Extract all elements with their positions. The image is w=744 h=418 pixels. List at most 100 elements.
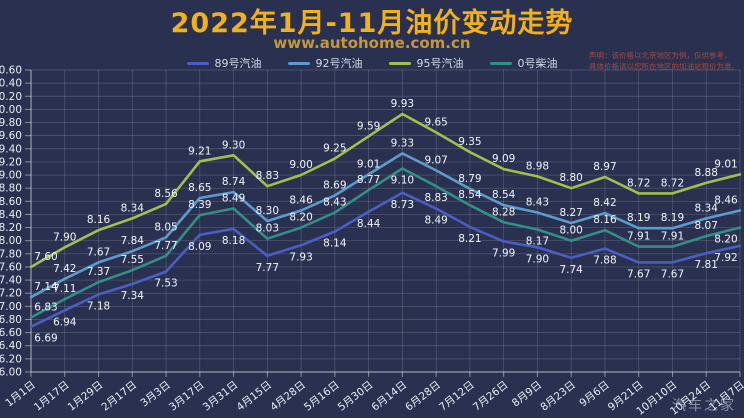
series-line-1 [29,152,742,299]
point-label: 8.74 [222,176,246,188]
point-label: 8.27 [559,207,582,219]
svg-text:6.60: 6.60 [0,327,22,339]
point-label: 8.72 [627,177,650,189]
point-label: 8.56 [154,188,178,200]
point-label: 8.77 [357,174,380,186]
svg-text:7.00: 7.00 [0,301,22,313]
point-label: 9.33 [391,137,414,149]
svg-text:3月31日: 3月31日 [201,379,241,414]
point-label: 7.53 [154,278,177,290]
point-label: 7.74 [559,264,583,276]
svg-text:5月30日: 5月30日 [336,379,376,414]
point-label: 9.10 [391,174,414,186]
point-label: 7.81 [695,259,718,271]
svg-text:5月16日: 5月16日 [302,379,342,414]
svg-text:3月17日: 3月17日 [167,379,207,414]
point-label: 8.43 [526,196,549,208]
point-label: 8.03 [256,223,279,235]
point-label: 8.80 [559,172,582,184]
disclaimer-line-2: 具体价格请以您所在地区的加油站报价为准。 [589,61,739,71]
svg-text:8.40: 8.40 [0,209,22,221]
point-label: 8.00 [559,225,582,237]
point-label: 8.72 [661,177,684,189]
point-label: 8.83 [256,170,279,182]
svg-text:9.20: 9.20 [0,156,22,168]
legend-label: 0号柴油 [517,57,558,70]
svg-text:10.00: 10.00 [0,104,22,116]
disclaimer-line-1: 声明：该价格以北京地区为例，仅供参考， [589,51,732,60]
point-label: 8.43 [323,196,346,208]
svg-text:1月17日: 1月17日 [32,379,72,414]
svg-text:4月28日: 4月28日 [268,379,308,414]
point-label: 8.14 [323,238,347,250]
point-label: 7.92 [714,252,737,264]
point-label: 8.17 [526,236,549,248]
point-label: 8.34 [121,202,145,214]
svg-text:8.80: 8.80 [0,183,22,195]
price-disclaimer: 声明：该价格以北京地区为例，仅供参考， 具体价格请以您所在地区的加油站报价为准。 [589,51,741,73]
legend-label: 89号汽油 [214,57,262,70]
svg-text:9.00: 9.00 [0,170,22,182]
point-label: 7.84 [121,235,145,247]
svg-text:9.60: 9.60 [0,130,22,142]
svg-text:7.60: 7.60 [0,261,22,273]
point-label: 7.67 [627,268,650,280]
point-label: 7.77 [154,240,177,252]
svg-text:6.20: 6.20 [0,353,22,365]
point-label: 7.37 [87,266,110,278]
point-label: 8.69 [323,179,346,191]
point-label: 7.88 [593,255,616,267]
point-label: 8.54 [458,189,482,201]
point-label: 7.91 [661,231,684,243]
point-label: 7.77 [256,262,279,274]
svg-text:7月26日: 7月26日 [471,379,511,414]
point-label: 8.42 [593,197,616,209]
svg-text:7.80: 7.80 [0,248,22,260]
svg-text:7月12日: 7月12日 [437,379,477,414]
legend-swatch-icon [287,61,310,65]
point-label: 7.18 [87,301,110,313]
point-label: 7.91 [627,231,650,243]
series-line-3 [29,167,742,319]
point-label: 8.97 [593,161,616,173]
page-title: 2022年1月-11月油价变动走势 [170,8,574,39]
point-label: 8.79 [458,173,481,185]
chart-legend: 89号汽油 92号汽油 95号汽油 0号柴油 [0,55,744,71]
point-label: 8.16 [87,214,111,226]
point-label: 8.19 [627,212,650,224]
point-label: 9.09 [492,153,515,165]
svg-text:4月15日: 4月15日 [234,379,274,414]
point-label: 8.20 [289,212,312,224]
svg-text:8.00: 8.00 [0,235,22,247]
point-label: 8.34 [695,202,719,214]
svg-text:9.80: 9.80 [0,117,22,129]
series-line-2 [29,112,742,269]
point-label: 6.83 [34,302,57,314]
series-line-0 [29,191,742,329]
legend-label: 95号汽油 [416,57,464,70]
point-label: 7.60 [34,251,57,263]
point-label: 9.01 [357,158,380,170]
point-label: 8.65 [188,182,211,194]
point-label: 8.16 [593,214,617,226]
point-label: 9.01 [714,158,737,170]
svg-text:6月14日: 6月14日 [369,379,409,414]
svg-text:7.20: 7.20 [0,288,22,300]
svg-text:6.00: 6.00 [0,367,22,379]
point-label: 8.46 [289,194,313,206]
point-label: 7.93 [289,251,312,263]
point-label: 8.44 [357,218,381,230]
svg-text:10.40: 10.40 [0,78,22,90]
point-label: 8.21 [458,233,481,245]
point-label: 7.99 [492,247,515,259]
svg-text:6.40: 6.40 [0,340,22,352]
svg-text:10.60: 10.60 [0,65,22,77]
point-label: 7.90 [526,253,549,265]
point-label: 9.00 [289,159,312,171]
autohome-watermark: 汽车之家 [672,398,736,414]
legend-swatch-icon [186,61,209,65]
legend-label: 92号汽油 [315,57,363,70]
point-label: 7.55 [121,254,144,266]
legend-swatch-icon [489,61,512,65]
svg-text:8月23日: 8月23日 [538,379,578,414]
